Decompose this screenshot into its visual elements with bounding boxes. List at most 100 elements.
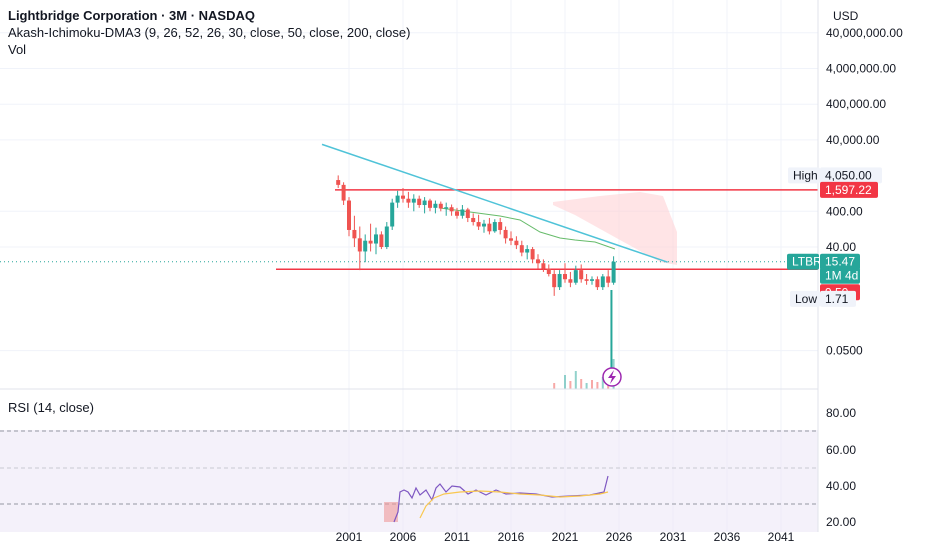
last-price-value: 15.47 <box>825 255 855 269</box>
candle-body <box>444 207 449 209</box>
price-tick-label: 400.00 <box>826 204 863 218</box>
volume-bar <box>591 380 593 389</box>
candle-body <box>541 263 546 269</box>
symbol-tag: LTBR <box>792 255 822 269</box>
candle-body <box>428 200 432 208</box>
candle-body <box>492 222 497 232</box>
candle-body <box>390 202 395 227</box>
high-value: 4,050.00 <box>825 168 872 182</box>
volume-bar <box>585 383 588 389</box>
candle-body <box>563 274 567 280</box>
candle-body <box>417 198 422 206</box>
rsi-tick-label: 60.00 <box>826 443 856 457</box>
candle-body <box>557 274 562 288</box>
candle-body <box>519 245 524 253</box>
rsi-legend[interactable]: RSI (14, close) <box>8 400 94 415</box>
candle-body <box>552 274 557 288</box>
high-label: High <box>793 168 818 182</box>
candle-body <box>401 195 405 199</box>
low-value: 1.71 <box>825 292 849 306</box>
volume-bar <box>564 375 566 389</box>
candle-body <box>573 270 578 283</box>
candle-body <box>336 180 341 185</box>
rsi-oversold-fill <box>384 502 398 522</box>
candle-body <box>595 279 600 288</box>
candle-body <box>341 184 346 201</box>
candle-body <box>530 249 535 260</box>
low-label: Low <box>795 292 817 306</box>
currency-label[interactable]: USD <box>833 9 859 23</box>
price-tick-label: 4,000,000.00 <box>826 62 896 76</box>
volume-bar <box>601 377 604 389</box>
volume-bar <box>553 383 556 389</box>
candle-body <box>606 276 611 283</box>
time-tick-label: 2036 <box>714 530 741 544</box>
volume-legend[interactable]: Vol <box>8 42 27 57</box>
candle-body <box>374 234 378 244</box>
high-label-bg <box>788 167 820 184</box>
candle-body <box>357 238 362 252</box>
candle-body <box>352 229 357 239</box>
candle-body <box>498 222 503 230</box>
candle-body <box>584 279 589 281</box>
price-axis[interactable]: 40,000,000.00 4,000,000.00 400,000.00 40,00… <box>826 26 903 358</box>
candle-body <box>476 222 481 227</box>
candle-body <box>536 259 540 264</box>
high-value-bg <box>820 167 882 184</box>
candle-body <box>455 211 459 216</box>
price-tick-label: 40,000.00 <box>826 133 880 147</box>
candle-body <box>438 203 443 209</box>
candle-body <box>525 249 530 253</box>
candle-body <box>503 229 508 239</box>
low-value-bg <box>820 290 856 307</box>
candle-body <box>471 217 476 223</box>
volume-bar <box>569 381 572 389</box>
candle-body <box>590 279 594 281</box>
indicator-legend[interactable]: Akash-Ichimoku-DMA3 (9, 26, 52, 26, 30, … <box>8 25 411 40</box>
bar-countdown-bg <box>820 267 860 284</box>
candle-body <box>449 207 454 212</box>
time-tick-label: 2041 <box>768 530 795 544</box>
trendline[interactable] <box>321 143 668 263</box>
rsi-tick-label: 80.00 <box>826 406 856 420</box>
lightning-icon[interactable] <box>602 367 622 387</box>
volume-bar <box>574 371 577 389</box>
time-tick-label: 2011 <box>444 530 470 544</box>
candle-body <box>395 195 400 203</box>
candle-body <box>460 209 465 216</box>
candle-body <box>422 200 427 206</box>
moving-average-line <box>439 207 616 250</box>
candle-body <box>433 203 438 208</box>
resistance-value: 1,597.22 <box>825 183 872 197</box>
rsi-band <box>0 430 818 532</box>
candlestick-series <box>336 175 616 385</box>
time-axis[interactable]: 2001 2006 2011 2016 2021 2026 2031 2036 2041 <box>336 530 795 544</box>
last-price-value-bg <box>820 253 860 270</box>
candle-body <box>384 226 389 247</box>
candle-body <box>368 240 373 244</box>
rsi-tick-label: 20.00 <box>826 515 856 529</box>
bar-countdown: 1M 4d <box>825 269 858 283</box>
chart-title[interactable]: Lightbridge Corporation · 3M · NASDAQ <box>8 8 255 23</box>
candle-body <box>379 234 384 247</box>
candle-body <box>347 200 351 230</box>
rsi-tick-label: 40.00 <box>826 479 856 493</box>
resistance-value-bg <box>820 181 878 198</box>
candle-body <box>600 276 605 288</box>
candle-body <box>568 279 573 283</box>
candle-body <box>487 223 492 232</box>
volume-bar <box>596 382 599 389</box>
price-tick-label: 40.00 <box>826 240 856 254</box>
candle-body <box>406 198 411 203</box>
rsi-axis[interactable]: 80.00 60.00 40.00 20.00 <box>826 406 856 529</box>
low-label-bg <box>790 290 820 307</box>
candle-body <box>465 209 470 218</box>
candle-body <box>546 268 551 275</box>
time-tick-label: 2026 <box>606 530 633 544</box>
time-tick-label: 2031 <box>660 530 687 544</box>
candle-body <box>514 240 519 246</box>
rsi-ma-line <box>419 490 609 519</box>
time-tick-label: 2001 <box>336 530 363 544</box>
time-tick-label: 2016 <box>498 530 525 544</box>
